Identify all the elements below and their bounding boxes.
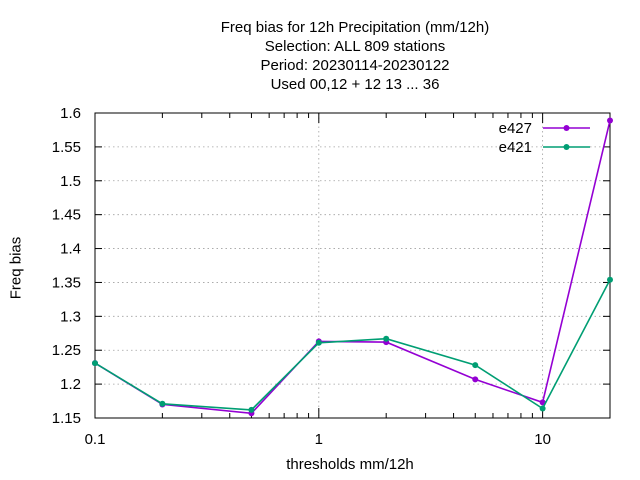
- y-tick-label: 1.15: [52, 410, 81, 427]
- legend: e427 e421: [499, 120, 590, 156]
- grid-lines: [94, 112, 610, 419]
- y-tick-label: 1.2: [60, 376, 81, 393]
- axes: 1.15 1.2 1.25 1.3 1.35 1.4 1.45 1.5 1.55 1.6 0.1 1 1…: [52, 105, 611, 448]
- y-tick-label: 1.45: [52, 207, 81, 224]
- y-tick-label: 1.55: [52, 139, 81, 156]
- title-line-2: Selection: ALL 809 stations: [264, 38, 446, 55]
- data-point-e421: [92, 360, 98, 367]
- series-line-e421: [94, 279, 611, 411]
- data-point-e421: [383, 335, 390, 342]
- x-tick-label: 10: [534, 431, 551, 448]
- y-tick-label: 1.5: [60, 173, 81, 190]
- data-point-e427: [472, 376, 479, 383]
- data-point-e427: [607, 117, 613, 124]
- y-tick-label: 1.6: [60, 105, 81, 122]
- series-line-e427: [94, 120, 611, 415]
- data-point-e421: [539, 405, 546, 412]
- data-point-e421: [159, 400, 166, 407]
- series-layer: [92, 117, 613, 417]
- data-point-e421: [248, 406, 255, 413]
- x-axis-label: thresholds mm/12h: [286, 456, 414, 473]
- data-point-e421: [607, 276, 613, 283]
- title-line-1: Freq bias for 12h Precipitation (mm/12h): [220, 19, 490, 36]
- x-tick-label: 0.1: [85, 431, 106, 448]
- legend-label-e421: e421: [499, 139, 532, 156]
- data-point-e421: [315, 339, 322, 346]
- title-line-3: Period: 20230114-20230122: [260, 57, 450, 74]
- legend-swatch-marker: [563, 144, 570, 150]
- data-point-e421: [472, 362, 479, 369]
- x-tick-label: 1: [315, 431, 323, 448]
- plot-border: [94, 112, 611, 419]
- legend-label-e427: e427: [499, 120, 532, 137]
- y-tick-label: 1.25: [52, 342, 81, 359]
- legend-swatch-marker: [563, 125, 570, 131]
- y-tick-label: 1.3: [60, 308, 81, 325]
- title-line-4: Used 00,12 + 12 13 ... 36: [270, 76, 440, 93]
- y-tick-label: 1.4: [60, 241, 81, 258]
- y-tick-label: 1.35: [52, 274, 81, 291]
